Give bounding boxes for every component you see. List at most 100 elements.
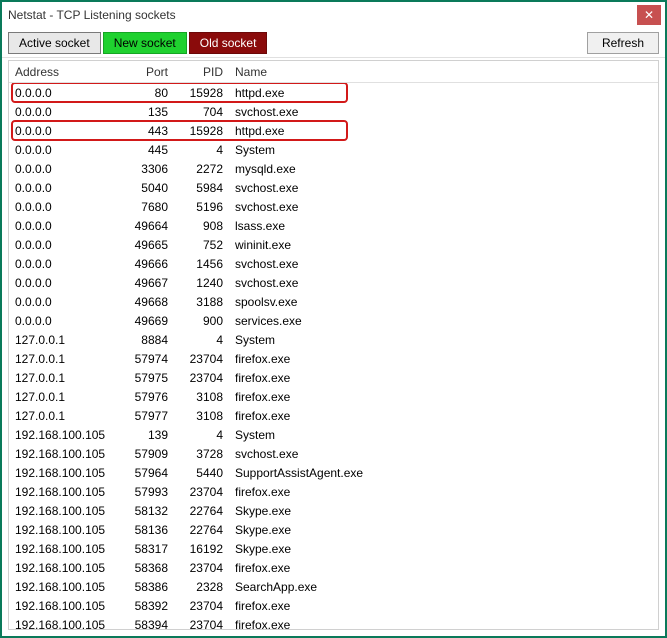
table-row[interactable]: 127.0.0.1579773108firefox.exe <box>9 406 658 425</box>
close-icon: ✕ <box>644 8 654 22</box>
header-address[interactable]: Address <box>9 65 119 79</box>
cell-address: 0.0.0.0 <box>9 86 119 100</box>
tab-new-socket[interactable]: New socket <box>103 32 187 54</box>
table-row[interactable]: 0.0.0.08015928httpd.exe <box>9 83 658 102</box>
cell-name: Skype.exe <box>229 523 658 537</box>
cell-pid: 900 <box>174 314 229 328</box>
table-body[interactable]: 0.0.0.08015928httpd.exe0.0.0.0135704svch… <box>9 83 658 629</box>
cell-name: firefox.exe <box>229 390 658 404</box>
table-row[interactable]: 0.0.0.049665752wininit.exe <box>9 235 658 254</box>
cell-address: 192.168.100.105 <box>9 523 119 537</box>
tab-old-socket[interactable]: Old socket <box>189 32 268 54</box>
cell-address: 0.0.0.0 <box>9 314 119 328</box>
table-row[interactable]: 0.0.0.076805196svchost.exe <box>9 197 658 216</box>
table-row[interactable]: 0.0.0.049664908lsass.exe <box>9 216 658 235</box>
table-row[interactable]: 192.168.100.1055813222764Skype.exe <box>9 501 658 520</box>
table-header: Address Port PID Name <box>9 61 658 83</box>
cell-port: 49667 <box>119 276 174 290</box>
cell-pid: 23704 <box>174 599 229 613</box>
cell-port: 57976 <box>119 390 174 404</box>
table-row[interactable]: 127.0.0.1579763108firefox.exe <box>9 387 658 406</box>
cell-port: 80 <box>119 86 174 100</box>
table-row[interactable]: 0.0.0.0496683188spoolsv.exe <box>9 292 658 311</box>
cell-name: Skype.exe <box>229 542 658 556</box>
cell-address: 192.168.100.105 <box>9 542 119 556</box>
cell-pid: 2328 <box>174 580 229 594</box>
table-row[interactable]: 0.0.0.0496661456svchost.exe <box>9 254 658 273</box>
cell-name: svchost.exe <box>229 447 658 461</box>
refresh-button[interactable]: Refresh <box>587 32 659 54</box>
cell-name: svchost.exe <box>229 181 658 195</box>
cell-port: 139 <box>119 428 174 442</box>
table-row[interactable]: 192.168.100.1055836823704firefox.exe <box>9 558 658 577</box>
table-row[interactable]: 0.0.0.033062272mysqld.exe <box>9 159 658 178</box>
cell-port: 58317 <box>119 542 174 556</box>
cell-name: services.exe <box>229 314 658 328</box>
header-name[interactable]: Name <box>229 65 641 79</box>
table-row[interactable]: 192.168.100.1055839423704firefox.exe <box>9 615 658 629</box>
cell-port: 49664 <box>119 219 174 233</box>
table-row[interactable]: 0.0.0.049669900services.exe <box>9 311 658 330</box>
cell-address: 127.0.0.1 <box>9 352 119 366</box>
cell-name: wininit.exe <box>229 238 658 252</box>
cell-name: firefox.exe <box>229 409 658 423</box>
header-pid[interactable]: PID <box>174 65 229 79</box>
header-port[interactable]: Port <box>119 65 174 79</box>
table-row[interactable]: 192.168.100.1051394System <box>9 425 658 444</box>
cell-address: 127.0.0.1 <box>9 409 119 423</box>
cell-name: System <box>229 428 658 442</box>
cell-pid: 22764 <box>174 504 229 518</box>
table-row[interactable]: 192.168.100.105583862328SearchApp.exe <box>9 577 658 596</box>
table-row[interactable]: 192.168.100.1055813622764Skype.exe <box>9 520 658 539</box>
socket-table: Address Port PID Name 0.0.0.08015928http… <box>8 60 659 630</box>
cell-pid: 23704 <box>174 561 229 575</box>
cell-port: 8884 <box>119 333 174 347</box>
cell-pid: 3188 <box>174 295 229 309</box>
cell-name: mysqld.exe <box>229 162 658 176</box>
cell-port: 57977 <box>119 409 174 423</box>
cell-name: firefox.exe <box>229 485 658 499</box>
cell-pid: 22764 <box>174 523 229 537</box>
cell-pid: 4 <box>174 143 229 157</box>
cell-port: 58394 <box>119 618 174 630</box>
table-row[interactable]: 127.0.0.188844System <box>9 330 658 349</box>
table-row[interactable]: 127.0.0.15797423704firefox.exe <box>9 349 658 368</box>
cell-pid: 23704 <box>174 371 229 385</box>
tab-active-socket[interactable]: Active socket <box>8 32 101 54</box>
cell-pid: 15928 <box>174 124 229 138</box>
cell-name: System <box>229 143 658 157</box>
cell-pid: 16192 <box>174 542 229 556</box>
table-row[interactable]: 0.0.0.044315928httpd.exe <box>9 121 658 140</box>
cell-name: httpd.exe <box>229 124 658 138</box>
cell-name: svchost.exe <box>229 257 658 271</box>
cell-name: Skype.exe <box>229 504 658 518</box>
cell-pid: 3108 <box>174 409 229 423</box>
cell-address: 0.0.0.0 <box>9 143 119 157</box>
table-row[interactable]: 127.0.0.15797523704firefox.exe <box>9 368 658 387</box>
cell-pid: 4 <box>174 333 229 347</box>
cell-port: 58386 <box>119 580 174 594</box>
cell-pid: 752 <box>174 238 229 252</box>
cell-address: 192.168.100.105 <box>9 485 119 499</box>
table-row[interactable]: 0.0.0.050405984svchost.exe <box>9 178 658 197</box>
table-row[interactable]: 192.168.100.1055831716192Skype.exe <box>9 539 658 558</box>
table-row[interactable]: 0.0.0.0135704svchost.exe <box>9 102 658 121</box>
cell-pid: 5196 <box>174 200 229 214</box>
close-button[interactable]: ✕ <box>637 5 661 25</box>
cell-pid: 23704 <box>174 485 229 499</box>
cell-port: 57993 <box>119 485 174 499</box>
cell-address: 127.0.0.1 <box>9 390 119 404</box>
cell-address: 0.0.0.0 <box>9 295 119 309</box>
table-row[interactable]: 192.168.100.1055839223704firefox.exe <box>9 596 658 615</box>
cell-address: 0.0.0.0 <box>9 257 119 271</box>
table-row[interactable]: 192.168.100.1055799323704firefox.exe <box>9 482 658 501</box>
table-row[interactable]: 0.0.0.04454System <box>9 140 658 159</box>
cell-pid: 23704 <box>174 618 229 630</box>
cell-port: 58368 <box>119 561 174 575</box>
table-row[interactable]: 0.0.0.0496671240svchost.exe <box>9 273 658 292</box>
cell-port: 49665 <box>119 238 174 252</box>
content-area: Address Port PID Name 0.0.0.08015928http… <box>2 58 665 636</box>
table-row[interactable]: 192.168.100.105579093728svchost.exe <box>9 444 658 463</box>
cell-port: 135 <box>119 105 174 119</box>
table-row[interactable]: 192.168.100.105579645440SupportAssistAge… <box>9 463 658 482</box>
